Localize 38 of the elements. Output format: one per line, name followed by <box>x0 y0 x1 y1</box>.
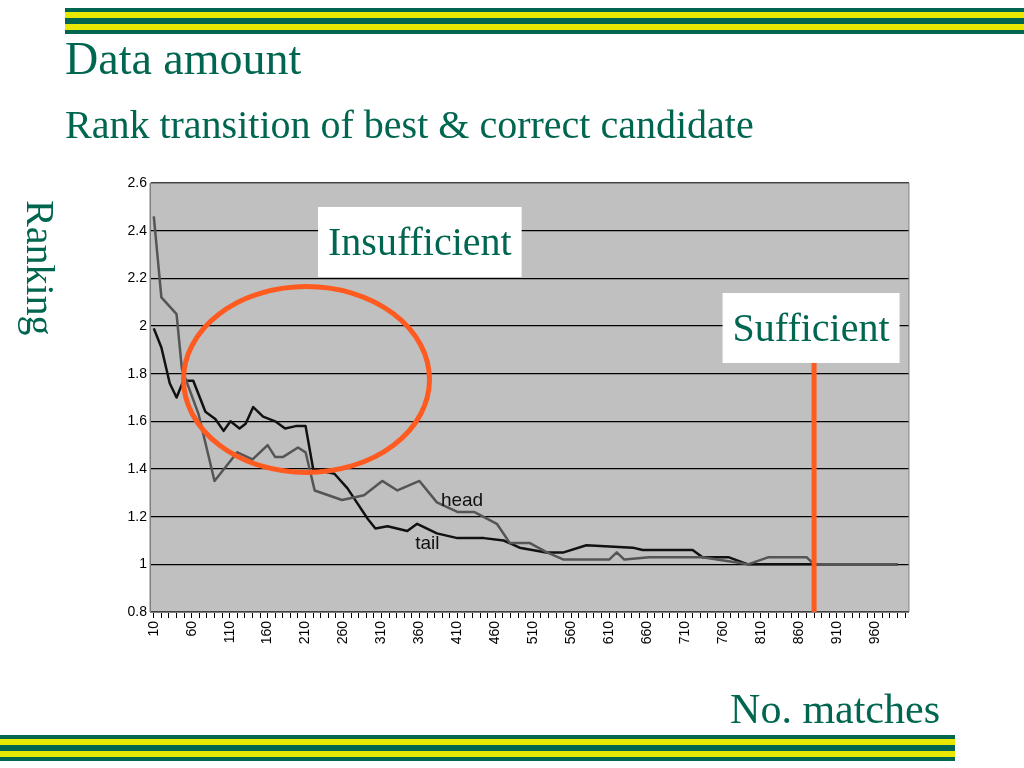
y-tick-label: 1.8 <box>127 364 148 381</box>
x-tick-label: 810 <box>751 620 768 645</box>
y-tick-label: 2.4 <box>127 221 148 238</box>
y-tick-label: 2.2 <box>127 269 148 286</box>
x-tick-label: 960 <box>865 620 882 645</box>
x-tick-label: 510 <box>524 620 541 645</box>
x-tick-label: 360 <box>410 620 427 645</box>
series-label: head <box>440 488 484 510</box>
y-tick-label: 1.6 <box>127 412 148 429</box>
x-tick-label: 260 <box>334 620 351 645</box>
x-tick-label: 210 <box>296 620 313 645</box>
y-tick-label: 0.8 <box>127 602 148 619</box>
series-label: tail <box>415 532 440 554</box>
y-tick-label: 2.6 <box>127 173 148 190</box>
x-tick-label: 910 <box>827 620 844 645</box>
x-tick-label: 410 <box>448 620 465 645</box>
x-tick-label: 10 <box>144 620 161 637</box>
y-tick-label: 1.2 <box>127 507 148 524</box>
x-tick-label: 760 <box>713 620 730 645</box>
x-tick-label: 660 <box>637 620 654 645</box>
x-tick-label: 560 <box>562 620 579 645</box>
x-axis-title: No. matches <box>730 686 940 732</box>
annotation: Insufficient <box>328 218 512 264</box>
x-tick-label: 110 <box>220 620 237 644</box>
y-tick-label: 1.4 <box>127 459 148 476</box>
x-tick-label: 860 <box>789 620 806 645</box>
ref-line-label: Sufficient <box>732 304 890 350</box>
x-tick-label: 160 <box>258 620 275 645</box>
y-tick-label: 1 <box>139 555 148 572</box>
x-tick-label: 710 <box>675 620 692 645</box>
chart-subtitle: Rank transition of best & correct candidate <box>65 102 754 147</box>
x-tick-label: 610 <box>600 620 617 645</box>
chart-title: Data amount <box>65 33 302 84</box>
y-tick-label: 2 <box>139 316 148 333</box>
x-tick-label: 460 <box>486 620 503 645</box>
x-tick-label: 60 <box>182 620 199 637</box>
y-axis-title: Ranking <box>18 200 63 336</box>
x-tick-label: 310 <box>372 620 389 645</box>
